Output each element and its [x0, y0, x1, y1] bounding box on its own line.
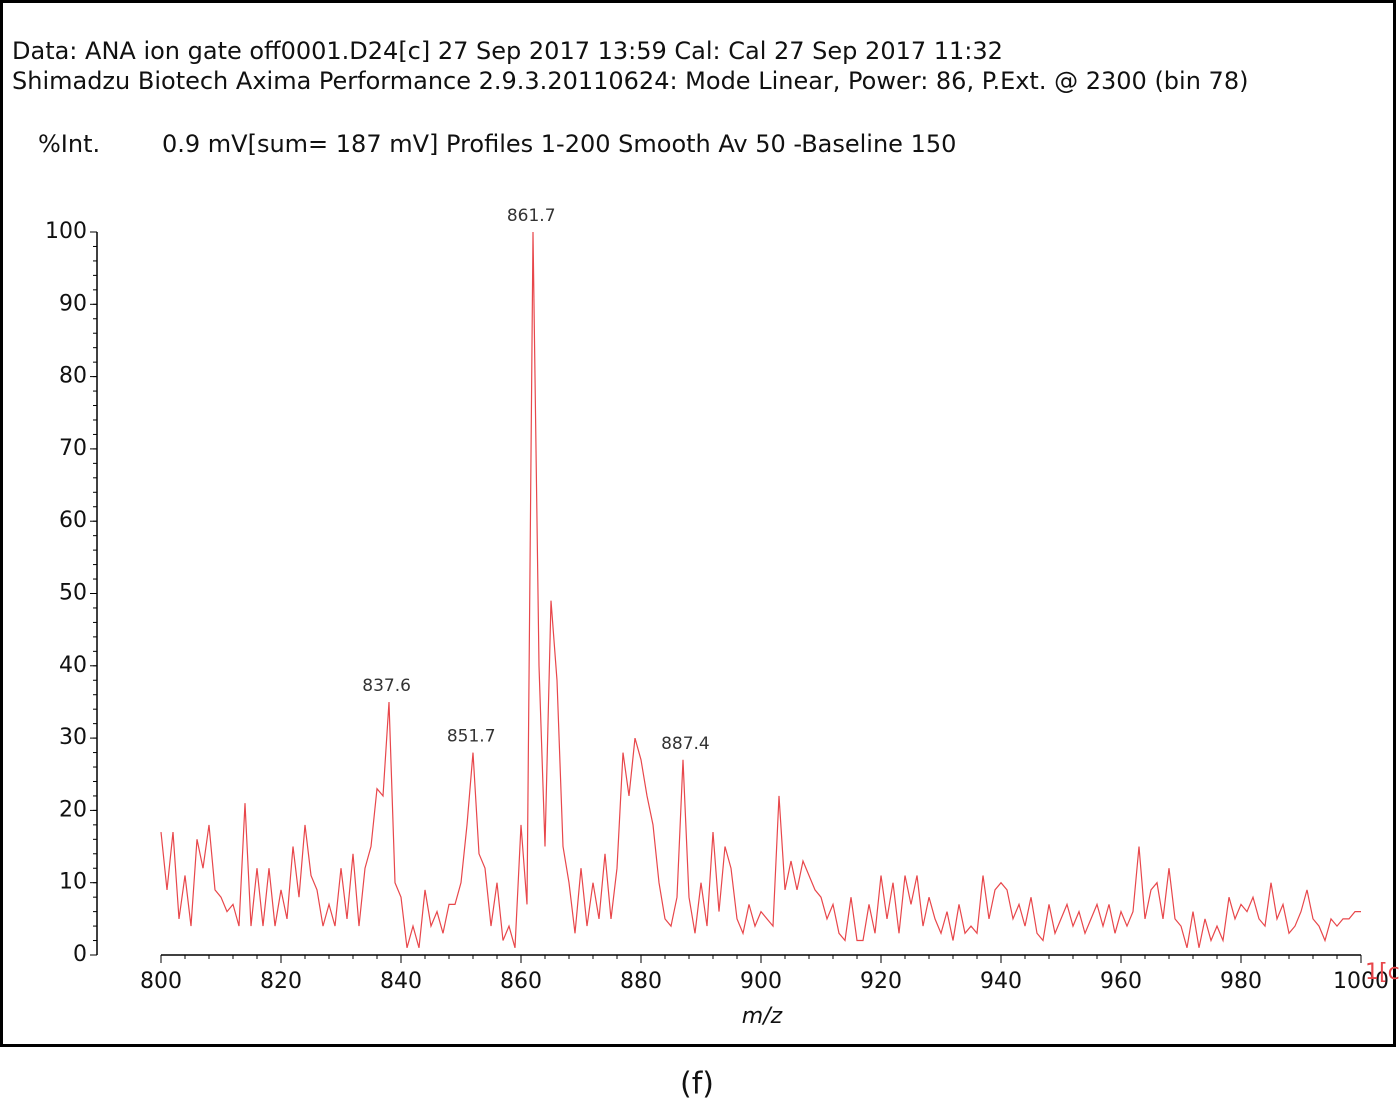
- spectrum-line: [160, 231, 1361, 948]
- x-tick-label: 860: [500, 969, 542, 994]
- peak-label: 851.7: [447, 727, 496, 747]
- chart-title: Data: ANA ion gate off0001.D24[c] 27 Sep…: [12, 37, 1003, 65]
- y-tick-label: 70: [59, 436, 87, 461]
- y-tick-label: 90: [59, 291, 87, 316]
- frame: [0, 0, 1396, 1047]
- x-axis-label: m/z: [742, 1004, 783, 1029]
- x-tick-label: 960: [1100, 969, 1142, 994]
- x-tick-label: 840: [380, 969, 422, 994]
- acquisition-info: 0.9 mV[sum= 187 mV] Profiles 1-200 Smoot…: [162, 130, 956, 158]
- y-tick-label: 60: [59, 508, 87, 533]
- y-tick-label: 0: [73, 942, 87, 967]
- caption: (f): [680, 1067, 714, 1102]
- x-tick-label: 800: [140, 969, 182, 994]
- x-tick-label: 940: [980, 969, 1022, 994]
- chart-subtitle: Shimadzu Biotech Axima Performance 2.9.3…: [12, 67, 1248, 95]
- y-tick-label: 30: [59, 725, 87, 750]
- peak-label: 837.6: [362, 676, 411, 696]
- y-axis-label: %Int.: [38, 130, 100, 158]
- y-tick-label: 20: [59, 797, 87, 822]
- peak-label: 887.4: [661, 734, 710, 754]
- y-tick-label: 100: [45, 219, 87, 244]
- x-tick-label: 920: [860, 969, 902, 994]
- x-tick-label: 980: [1220, 969, 1262, 994]
- peak-label: 861.7: [507, 206, 556, 226]
- x-tick-label: 900: [740, 969, 782, 994]
- x-tick-label: 820: [260, 969, 302, 994]
- y-tick-label: 40: [59, 653, 87, 678]
- y-tick-label: 50: [59, 581, 87, 606]
- y-tick-label: 80: [59, 364, 87, 389]
- x-tick-label: 1000: [1333, 969, 1389, 994]
- x-tick-label: 880: [620, 969, 662, 994]
- legend-label: 1[c: [1365, 960, 1400, 985]
- y-tick-label: 10: [59, 870, 87, 895]
